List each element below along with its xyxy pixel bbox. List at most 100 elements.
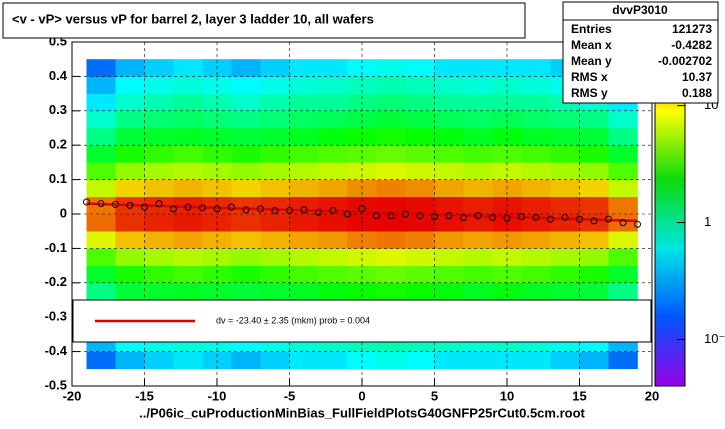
heatmap-cell [86,76,116,94]
heatmap-cell [434,145,464,163]
heatmap-cell [521,162,551,180]
heatmap-cell [173,248,203,266]
heatmap-cell [289,110,319,129]
heatmap-cell [347,248,377,266]
heatmap-cell [405,59,435,77]
heatmap-cell [434,128,464,146]
heatmap-cell [492,128,522,146]
heatmap-cell [376,59,406,77]
profile-point [184,203,192,211]
y-tick-label: 0.2 [49,137,67,152]
heatmap-cell [202,145,232,163]
heatmap-cell [492,110,522,129]
heatmap-cell [318,128,348,146]
profile-point [474,212,482,220]
heatmap-cell [318,162,348,180]
heatmap-cell [550,351,580,370]
profile-point [141,203,148,211]
heatmap-cell [463,179,493,198]
y-tick-label: -0.1 [45,240,67,255]
profile-point [257,205,264,213]
heatmap-cell [463,196,493,215]
y-tick-label: -0.4 [45,343,68,358]
heatmap-cell [434,162,464,180]
heatmap-cell [231,110,261,129]
heatmap-cell [434,231,464,249]
heatmap-cell [463,351,493,370]
heatmap-cell [289,145,319,163]
heatmap-cell [550,265,580,284]
heatmap-cell [463,59,493,77]
heatmap-cell [289,351,319,370]
heatmap-cell [144,128,174,146]
heatmap-cell [405,282,435,301]
heatmap-cell [579,351,609,370]
heatmap-cell [144,214,174,232]
heatmap-cell [144,162,174,180]
heatmap-cell [86,214,116,232]
heatmap-cell [376,145,406,163]
heatmap-cell [463,76,493,94]
heatmap-cell [550,179,580,198]
profile-point [199,204,206,212]
y-tick-label: -0.5 [45,377,67,392]
heatmap-cell [376,93,406,112]
heatmap-cell [173,162,203,180]
heatmap-cell [376,248,406,266]
heatmap-cell [260,145,290,163]
heatmap-cell [289,265,319,284]
heatmap-cell [231,93,261,112]
heatmap-cell [115,248,145,266]
heatmap-cell [550,162,580,180]
heatmap-cell [144,93,174,112]
heatmap-cell [173,351,203,370]
heatmap-cell [202,162,232,180]
heatmap-cell [463,145,493,163]
heatmap-cell [144,265,174,284]
heatmap-cell [579,162,609,180]
y-tick-label: -0.3 [45,309,67,324]
heatmap-cell [463,93,493,112]
stat-value: 10.37 [682,70,712,84]
heatmap-cell [289,214,319,232]
heatmap-cell [405,351,435,370]
heatmap-cell [405,93,435,112]
heatmap-cell [86,351,116,370]
heatmap-cell [260,179,290,198]
heatmap-cell [521,110,551,129]
heatmap-cell [86,110,116,129]
heatmap-cell [289,162,319,180]
heatmap-cell [231,214,261,232]
heatmap-cell [115,128,145,146]
heatmap-cell [376,162,406,180]
heatmap-cell [550,128,580,146]
heatmap-cell [521,59,551,77]
heatmap-cell [347,162,377,180]
heatmap-cell [405,196,435,215]
heatmap-cell [318,248,348,266]
profile-point [416,212,424,220]
heatmap-cell [231,351,261,370]
heatmap-cell [347,282,377,301]
heatmap-cell [434,110,464,129]
profile-point [619,219,627,227]
heatmap-cell [260,76,290,94]
heatmap-cell [318,214,348,232]
profile-point [489,213,496,221]
heatmap-cell [115,282,145,301]
heatmap-cell [173,76,203,94]
heatmap-cell [463,214,493,232]
profile-point [590,217,598,225]
x-tick-label: -15 [135,388,154,403]
heatmap-cell [521,265,551,284]
heatmap-cell [86,231,116,249]
heatmap-cell [521,248,551,266]
y-tick-label: -0.2 [45,274,67,289]
heatmap-cell [289,93,319,112]
stat-label: Mean x [571,38,612,52]
heatmap-cell [231,265,261,284]
heatmap-cell [318,110,348,129]
profile-point [431,213,438,221]
heatmap-cell [463,110,493,129]
